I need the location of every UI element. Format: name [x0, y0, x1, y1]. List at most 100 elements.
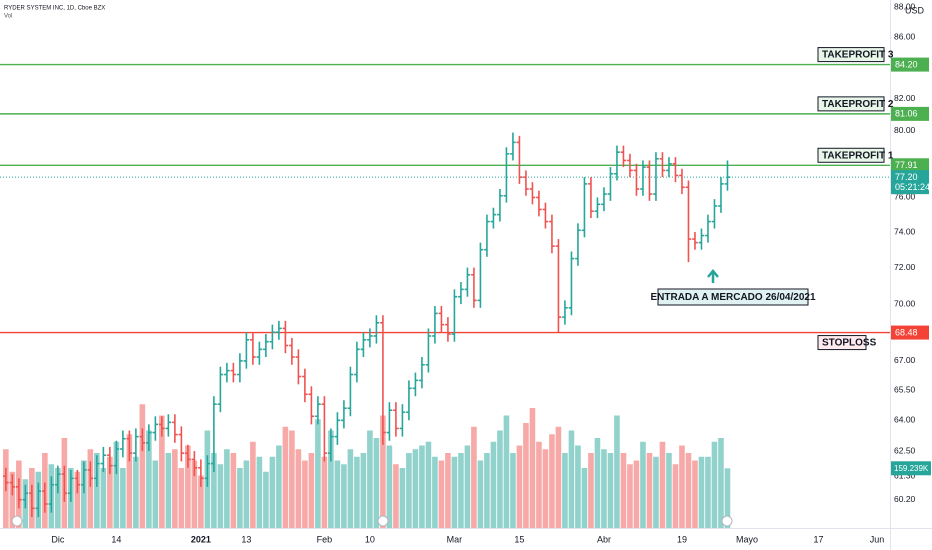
volume-bar [373, 438, 380, 528]
volume-bar [484, 453, 490, 528]
volume-bar [692, 460, 698, 528]
volume-bar [367, 430, 373, 528]
level-box [817, 147, 885, 163]
volume-bar [503, 415, 510, 528]
volume-bar [133, 456, 139, 528]
volume-bar [588, 453, 594, 528]
volume-bar [659, 441, 666, 528]
x-tick-label: Mayo [736, 534, 758, 544]
currency-label: USD [905, 5, 925, 15]
volume-bar [217, 464, 224, 528]
volume-bar [406, 453, 412, 528]
volume-bar [523, 423, 529, 528]
volume-bar [224, 449, 230, 528]
volume-bar [724, 468, 731, 528]
volume-bar [536, 441, 542, 528]
event-marker[interactable] [721, 515, 733, 527]
volume-bar [510, 453, 516, 528]
volume-bar [464, 445, 471, 528]
volume-bar [360, 453, 367, 528]
event-marker[interactable] [11, 515, 23, 527]
volume-bar [243, 460, 250, 528]
volume-bar [126, 434, 133, 528]
level-price: 77.91 [895, 160, 918, 170]
level-name: STOPLOSS [822, 338, 877, 349]
volume-bar [94, 453, 100, 528]
volume-bar [458, 453, 464, 528]
volume-bar [666, 453, 672, 528]
volume-bar [185, 445, 191, 528]
volume-bar [152, 460, 159, 528]
volume-bar [211, 453, 217, 528]
volume-bar [581, 468, 588, 528]
volume-layer [3, 404, 731, 528]
volume-bar [471, 426, 477, 528]
x-tick-label: 19 [677, 534, 687, 544]
y-tick-label: 86.00 [894, 31, 916, 41]
volume-bar [87, 449, 94, 528]
volume-bar [250, 441, 256, 528]
volume-bar [412, 449, 419, 528]
volume-bar [419, 445, 425, 528]
y-tick-label: 70.00 [894, 298, 916, 308]
level-name: TAKEPROFIT 1 [822, 150, 894, 161]
x-tick-label: 15 [514, 534, 524, 544]
volume-label-box [891, 461, 931, 476]
volume-bar [698, 456, 705, 528]
volume-bar [113, 441, 120, 528]
volume-bar [620, 453, 627, 528]
x-tick-label: Feb [317, 534, 333, 544]
level-price-box [891, 158, 929, 173]
volume-bar [347, 449, 354, 528]
volume-bar [269, 456, 276, 528]
volume-bar [9, 471, 16, 528]
volume-bar [289, 430, 295, 528]
x-tick-label: 10 [365, 534, 375, 544]
y-tick-label: 76.00 [894, 192, 916, 202]
chart-title: RYDER SYSTEM INC, 1D, Cboe BZX [4, 6, 105, 12]
volume-bar [445, 453, 451, 528]
x-tick-label: Mar [447, 534, 463, 544]
volume-bar [334, 460, 341, 528]
volume-bar [178, 468, 185, 528]
volume-bar [341, 464, 347, 528]
volume-bar [451, 456, 458, 528]
volume-bar [477, 460, 484, 528]
volume-bar [328, 430, 334, 528]
volume-bar [614, 415, 620, 528]
volume-bar [516, 445, 523, 528]
level-name: TAKEPROFIT 2 [822, 99, 894, 110]
volume-bar [386, 445, 393, 528]
level-name: TAKEPROFIT 3 [822, 50, 894, 61]
volume-bar [74, 471, 81, 528]
x-tick-label: Abr [597, 534, 611, 544]
volume-bar [256, 456, 263, 528]
y-tick-label: 88.00 [894, 2, 916, 12]
y-tick-label: 80.00 [894, 125, 916, 135]
volume-bar [139, 404, 146, 528]
x-tick-label: 17 [813, 534, 823, 544]
volume-label: 159.239K [894, 464, 929, 473]
volume-title: Vol [4, 14, 12, 20]
y-tick-label: 67.00 [894, 355, 916, 365]
volume-bar [380, 415, 386, 528]
levels-layer [0, 63, 890, 334]
y-tick-label: 72.00 [894, 262, 916, 272]
volume-bar [685, 453, 692, 528]
labels-layer: 60.20 61.30 62.50 64.00 65.50 67.00 70.00 72.00… [51, 2, 931, 544]
volume-bar [705, 456, 711, 528]
volume-bar [529, 408, 536, 528]
volume-bar [263, 471, 269, 528]
volume-bar [542, 449, 549, 528]
volume-bar [575, 445, 581, 528]
volume-bar [711, 441, 718, 528]
volume-bar [601, 449, 607, 528]
volume-bar [165, 453, 172, 528]
level-price: 68.48 [895, 327, 918, 337]
volume-bar [315, 419, 321, 528]
volume-bar [172, 449, 178, 528]
volume-bar [672, 464, 679, 528]
volume-bar [81, 460, 87, 528]
event-marker[interactable] [377, 515, 389, 527]
